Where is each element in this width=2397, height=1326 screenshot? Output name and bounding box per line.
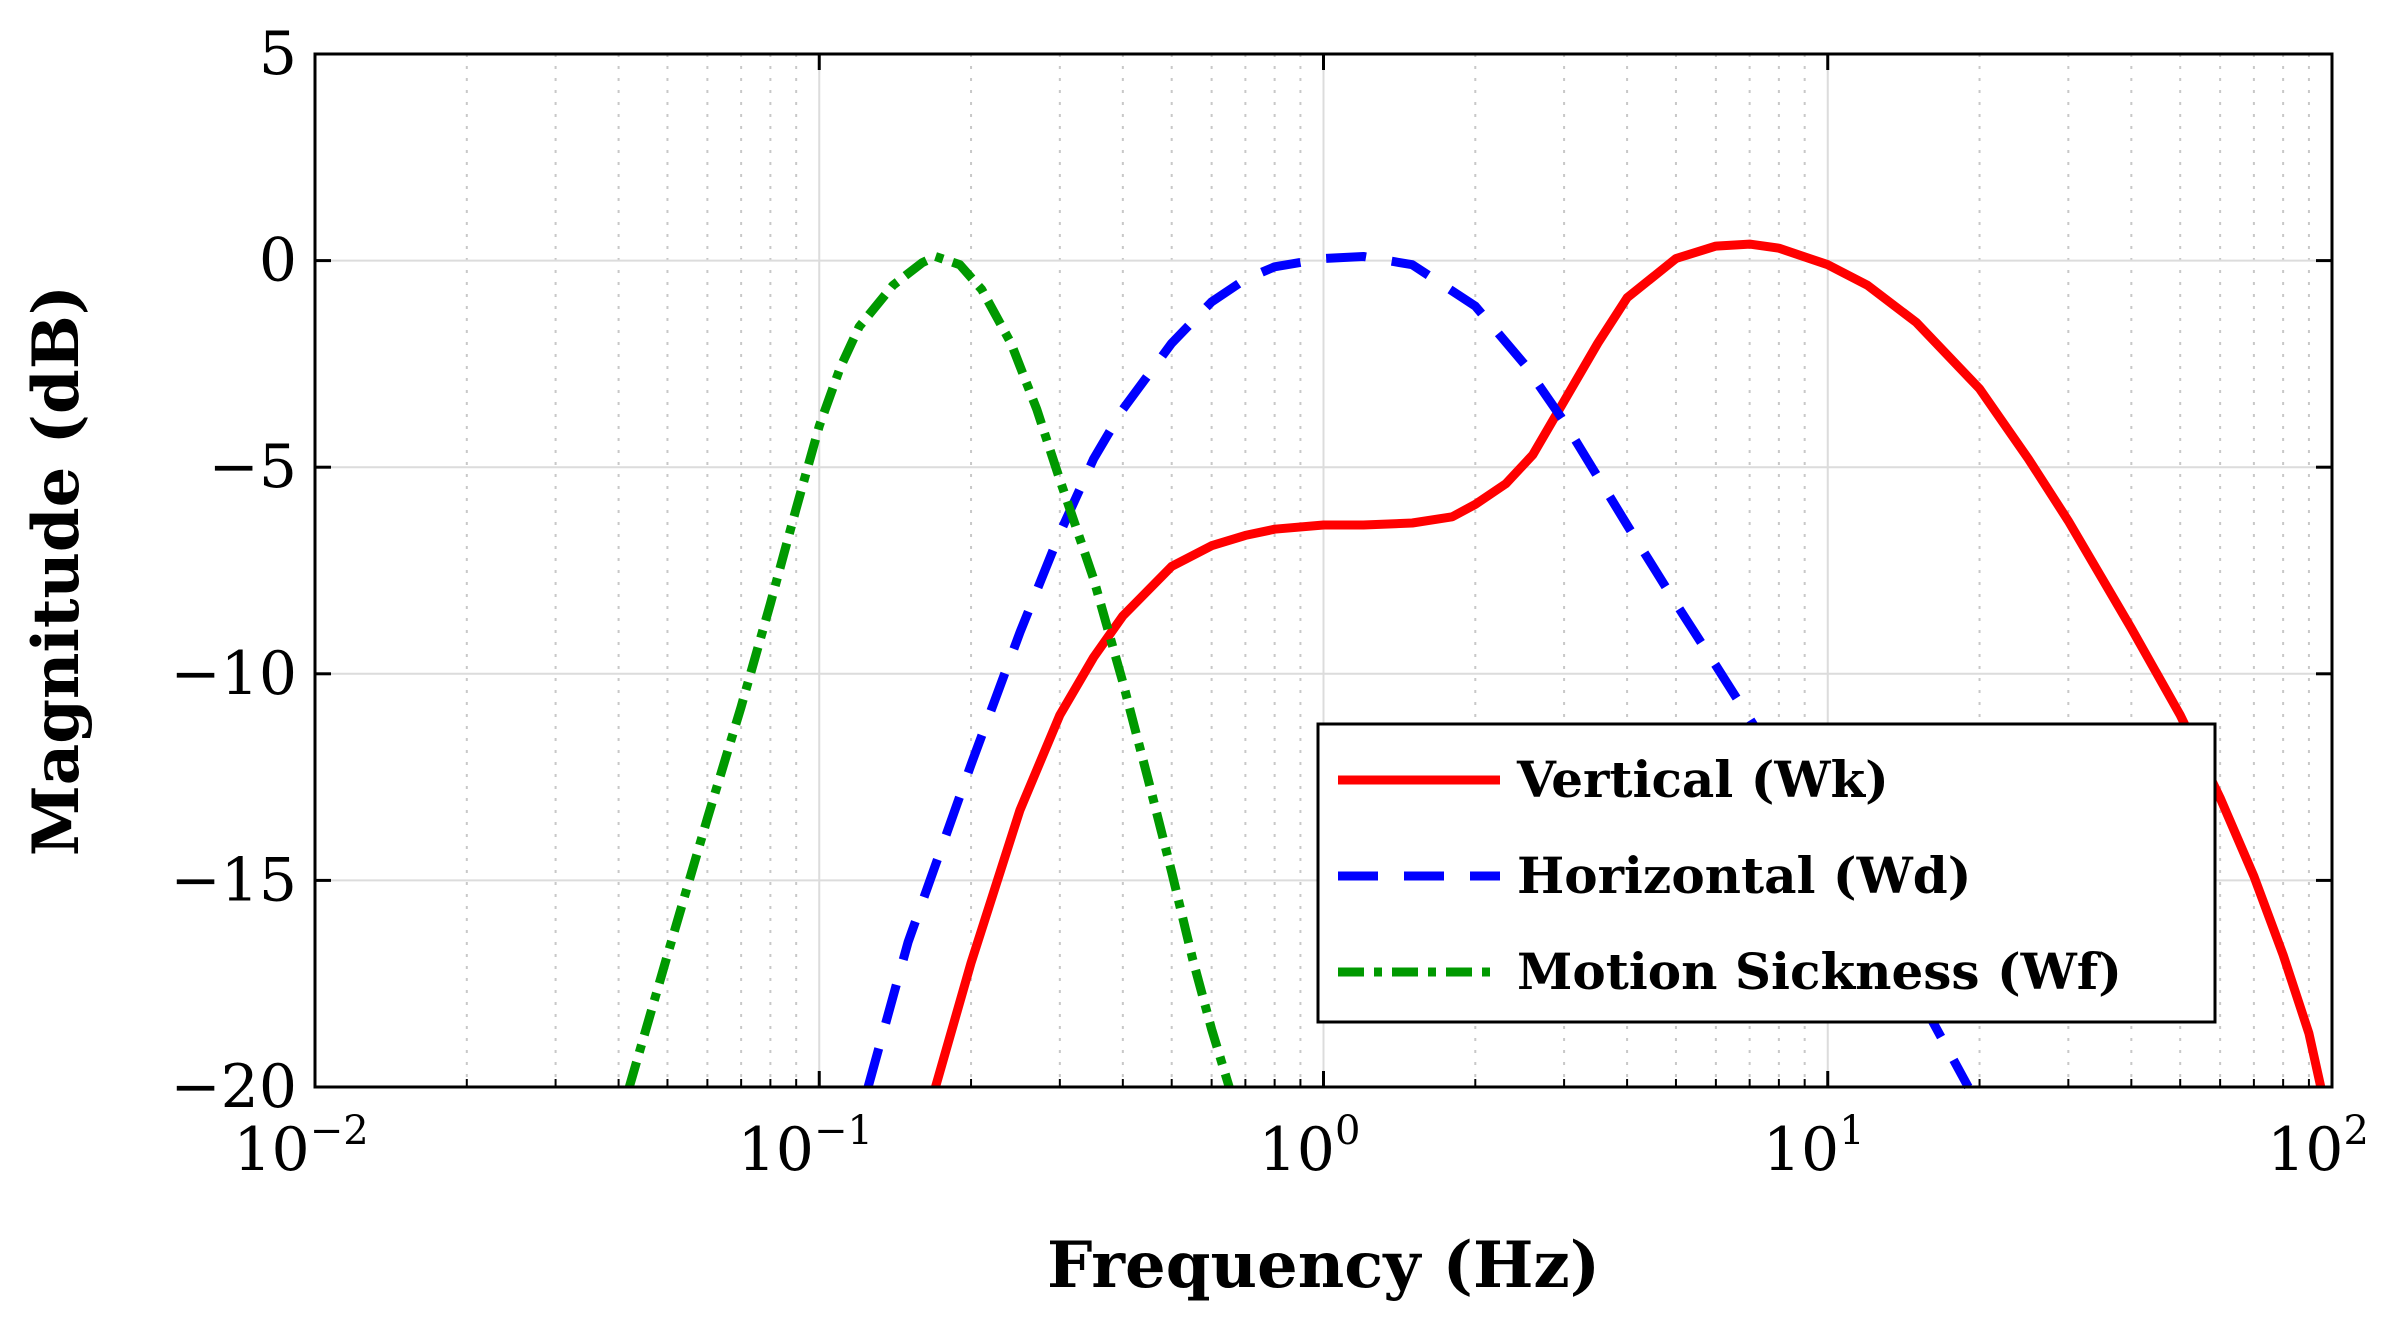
x-tick-labels: 10−2 10−1 100 101 102 (233, 1108, 2369, 1185)
series-line-vertical-wk (931, 239, 2326, 1089)
legend-label-vertical: Vertical (Wk) (1516, 750, 1889, 809)
y-tick-label: −20 (170, 1052, 297, 1122)
y-tick-label: 5 (259, 19, 297, 89)
y-axis-title: Magnitude (dB) (19, 285, 94, 856)
x-tick-label: 10−1 (738, 1108, 873, 1185)
x-tick-label: 102 (2267, 1108, 2369, 1185)
x-tick-label: 101 (1763, 1108, 1865, 1185)
legend-label-horizontal: Horizontal (Wd) (1517, 846, 1971, 905)
x-tick-label: 10−2 (233, 1108, 368, 1185)
x-axis-title: Frequency (Hz) (1047, 1228, 1600, 1303)
y-tick-label: −5 (209, 432, 297, 502)
x-tick-label: 100 (1259, 1108, 1361, 1185)
y-tick-label: −15 (170, 845, 297, 915)
series-line-horizontal-wd (863, 252, 1973, 1090)
series-line-motion-sickness-wf (624, 252, 1234, 1089)
legend: Vertical (Wk) Horizontal (Wd) Motion Sic… (1316, 722, 2217, 1024)
legend-label-motion-sickness: Motion Sickness (Wf) (1517, 942, 2122, 1001)
y-tick-labels: 5 0 −5 −10 −15 −20 (170, 19, 297, 1122)
plot-lines (624, 239, 2326, 1090)
y-tick-label: 0 (259, 226, 297, 296)
y-tick-label: −10 (170, 639, 297, 709)
tick-marks (313, 52, 2334, 1089)
